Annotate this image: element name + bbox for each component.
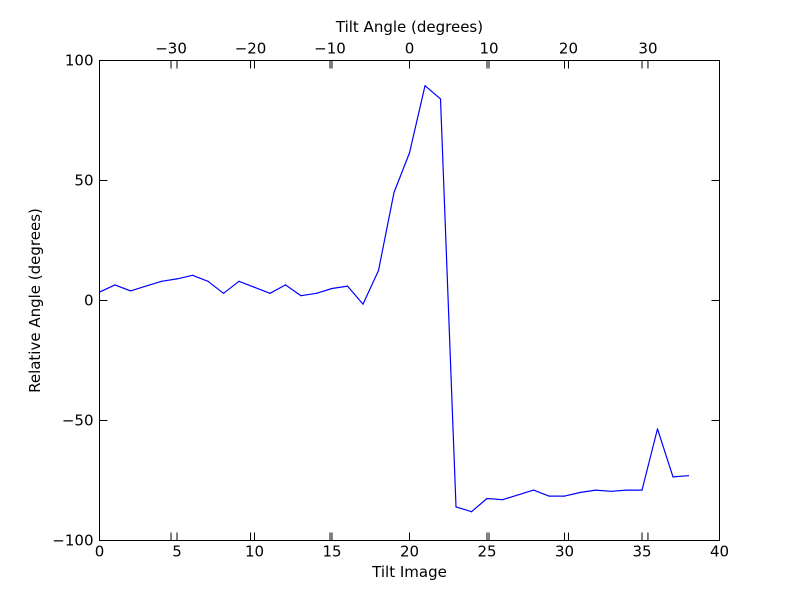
- data-point: [625, 489, 628, 491]
- data-point: [377, 269, 380, 272]
- x2-tick-label: −20: [235, 40, 267, 58]
- y-tick-label: 50: [74, 172, 93, 190]
- data-point: [160, 280, 163, 282]
- data-point: [455, 506, 457, 508]
- data-point: [191, 274, 194, 276]
- data-point: [284, 284, 287, 286]
- plot-area: [99, 60, 720, 541]
- data-point: [300, 295, 302, 297]
- data-point: [424, 85, 426, 87]
- x-tick-label: 35: [632, 543, 651, 561]
- data-point: [145, 285, 147, 287]
- x2-tick-label: −10: [314, 40, 346, 58]
- data-point: [656, 428, 659, 430]
- x-tick-label: 40: [710, 543, 729, 561]
- data-point: [548, 495, 550, 497]
- x-tick-label: 20: [400, 543, 419, 561]
- data-point: [532, 489, 535, 491]
- y-tick-label: −100: [52, 532, 93, 550]
- axis-ticks: [99, 60, 720, 541]
- x2-axis-title: Tilt Angle (degrees): [335, 18, 483, 36]
- x-tick-label: 25: [477, 543, 496, 561]
- data-point: [253, 286, 256, 288]
- data-point: [129, 290, 132, 292]
- data-point: [114, 284, 116, 286]
- plot-frame: [99, 60, 720, 541]
- data-point: [439, 98, 442, 100]
- x-axis-title: Tilt Image: [371, 563, 447, 581]
- x2-tick-label: 20: [559, 40, 578, 58]
- data-point: [393, 191, 395, 194]
- x2-tick-label: 10: [479, 40, 498, 58]
- data-point: [315, 292, 318, 294]
- data-point: [501, 499, 504, 501]
- data-point: [222, 292, 225, 294]
- y-tick-label: 100: [65, 52, 94, 70]
- data-point: [408, 152, 411, 154]
- data-point: [672, 476, 674, 478]
- x2-tick-label: 30: [638, 40, 657, 58]
- data-point: [207, 280, 209, 282]
- x-tick-label: 5: [172, 543, 182, 561]
- data-point: [563, 495, 566, 497]
- x-tick-label: 10: [245, 543, 264, 561]
- x-tick-label: 30: [555, 543, 574, 561]
- data-point: [176, 278, 178, 280]
- series-layer: [98, 85, 690, 513]
- data-point: [610, 490, 612, 492]
- y-axis-title: Relative Angle (degrees): [26, 208, 44, 393]
- data-point: [486, 497, 488, 500]
- y-tick-label: −50: [62, 412, 94, 430]
- data-point: [269, 292, 271, 294]
- data-point: [641, 489, 643, 491]
- x-tick-label: 0: [95, 543, 105, 561]
- y-tick-label: 0: [84, 292, 94, 310]
- data-point: [346, 285, 349, 287]
- data-point: [594, 489, 597, 491]
- data-point: [687, 475, 690, 477]
- x2-tick-label: −30: [155, 40, 187, 58]
- data-point: [238, 280, 240, 282]
- data-point: [331, 287, 333, 290]
- data-point: [362, 303, 364, 305]
- x2-tick-label: 0: [405, 40, 415, 58]
- data-point: [579, 491, 581, 494]
- data-point: [517, 494, 519, 496]
- x-tick-label: 15: [322, 543, 341, 561]
- data-point: [470, 511, 473, 513]
